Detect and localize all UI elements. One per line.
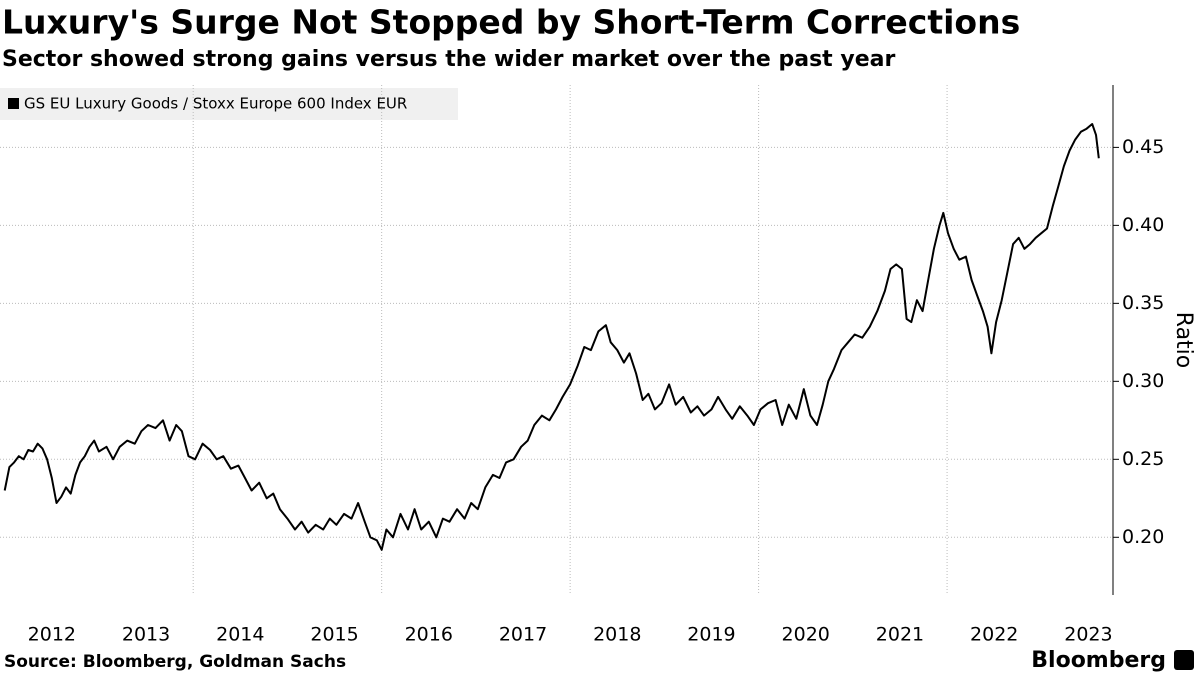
- y-tick-label: 0.40: [1122, 214, 1164, 236]
- x-tick-label: 2016: [405, 624, 453, 646]
- x-tick-label: 2021: [876, 624, 924, 646]
- y-axis-label: Ratio: [1171, 312, 1196, 368]
- x-tick-label: 2014: [216, 624, 264, 646]
- y-tick-label: 0.20: [1122, 526, 1164, 548]
- y-tick-label: 0.35: [1122, 292, 1164, 314]
- y-tick-label: 0.25: [1122, 448, 1164, 470]
- logo: Bloomberg: [1031, 648, 1166, 673]
- y-tick-label: 0.45: [1122, 136, 1164, 158]
- x-tick-label: 2019: [687, 624, 735, 646]
- legend-label: GS EU Luxury Goods / Stoxx Europe 600 In…: [24, 95, 407, 113]
- x-tick-label: 2018: [593, 624, 641, 646]
- y-tick-label: 0.30: [1122, 370, 1164, 392]
- x-tick-label: 2015: [310, 624, 358, 646]
- x-tick-label: 2022: [970, 624, 1018, 646]
- chart-title: Luxury's Surge Not Stopped by Short-Term…: [2, 3, 1020, 42]
- source: Source: Bloomberg, Goldman Sachs: [4, 652, 346, 672]
- x-tick-label: 2017: [499, 624, 547, 646]
- x-tick-label: 2023: [1064, 624, 1112, 646]
- x-tick-label: 2020: [782, 624, 830, 646]
- chart-subtitle: Sector showed strong gains versus the wi…: [2, 47, 895, 72]
- x-tick-label: 2012: [28, 624, 76, 646]
- logo-icon: [1174, 650, 1194, 670]
- x-tick-label: 2013: [122, 624, 170, 646]
- legend-swatch: [8, 98, 19, 109]
- line: [3, 123, 1100, 551]
